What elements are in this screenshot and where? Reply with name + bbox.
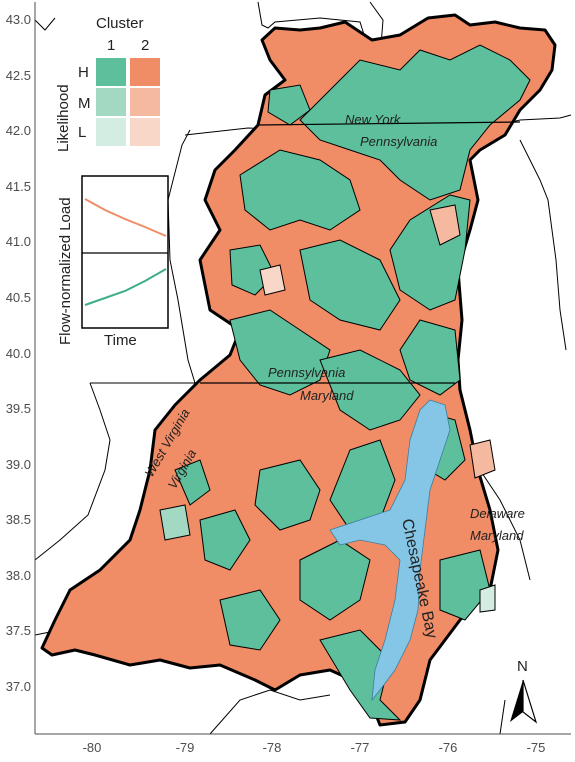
inset-ylabel: Flow-normalized Load [57, 197, 74, 345]
swatch-cluster2-m [130, 88, 160, 116]
x-tick-minus-79: -79 [176, 740, 195, 755]
label-maryland: Maryland [300, 388, 354, 403]
y-tick-38-0: 38.0 [6, 568, 31, 583]
legend-cluster-1-label: 1 [107, 37, 115, 54]
label-new-york: New York [345, 112, 402, 127]
legend: Cluster 1 2 Likelihood H M L [55, 15, 160, 152]
legend-cluster-title: Cluster [96, 15, 144, 32]
legend-likelihood-title: Likelihood [55, 84, 72, 152]
swatch-cluster1-m [96, 88, 126, 116]
x-tick-minus-76: -76 [439, 740, 458, 755]
inset-frame [81, 175, 169, 329]
inset-trend-chart: Flow-normalized Load Time [57, 175, 169, 349]
label-pennsylvania-south: Pennsylvania [268, 365, 345, 380]
swatch-cluster1-h [96, 58, 126, 86]
legend-level-h: H [78, 64, 89, 81]
x-tick-minus-77: -77 [351, 740, 370, 755]
legend-cluster-2-label: 2 [141, 37, 149, 54]
x-axis: -80 -79 -78 -77 -76 -75 [35, 733, 571, 755]
y-tick-40-5: 40.5 [6, 290, 31, 305]
y-tick-41-0: 41.0 [6, 234, 31, 249]
inset-xlabel: Time [104, 332, 137, 349]
y-tick-42-5: 42.5 [6, 68, 31, 83]
north-arrow-icon [510, 680, 523, 722]
inner-state-borders [200, 121, 521, 384]
legend-level-m: M [78, 95, 91, 112]
legend-level-l: L [78, 124, 86, 141]
x-tick-minus-80: -80 [83, 740, 102, 755]
inset-series-cluster-2 [84, 198, 167, 237]
y-tick-37-0: 37.0 [6, 679, 31, 694]
chesapeake-bay-water [329, 399, 451, 702]
y-tick-38-5: 38.5 [6, 512, 31, 527]
low-likelihood-areas [159, 204, 496, 613]
y-tick-39-5: 39.5 [6, 401, 31, 416]
y-tick-39-0: 39.0 [6, 457, 31, 472]
y-tick-41-5: 41.5 [6, 179, 31, 194]
swatch-cluster1-l [96, 118, 126, 146]
inset-series-cluster-1 [84, 268, 167, 306]
y-tick-42-0: 42.0 [6, 123, 31, 138]
label-delaware: Delaware [470, 506, 525, 521]
north-arrow: N [510, 658, 538, 724]
y-axis: 43.0 42.5 42.0 41.5 41.0 40.5 40.0 39.5 … [6, 2, 36, 734]
x-tick-minus-78: -78 [263, 740, 282, 755]
x-tick-minus-75: -75 [527, 740, 546, 755]
north-arrow-label: N [517, 658, 528, 675]
y-tick-37-5: 37.5 [6, 623, 31, 638]
swatch-cluster2-h [130, 58, 160, 86]
swatch-cluster2-l [130, 118, 160, 146]
label-maryland-east: Maryland [470, 528, 524, 543]
y-tick-43-0: 43.0 [6, 12, 31, 27]
label-pennsylvania-north: Pennsylvania [360, 134, 437, 149]
y-tick-40-0: 40.0 [6, 346, 31, 361]
